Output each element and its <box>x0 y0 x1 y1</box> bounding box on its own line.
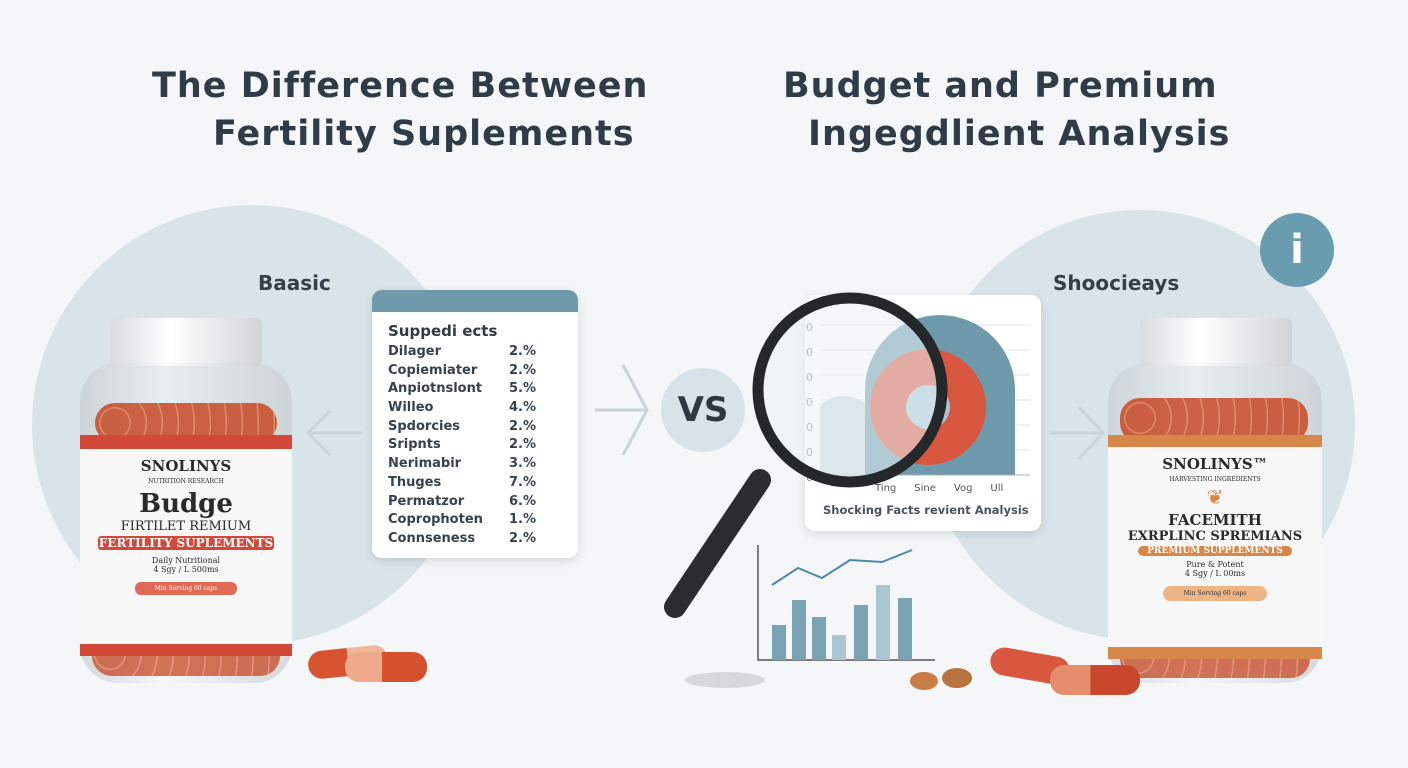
right-heading: Shoocieays <box>1053 271 1180 295</box>
product-line: EXRPLINC SPREMIANS <box>1127 529 1303 544</box>
info: Daily Nutritional <box>151 556 221 565</box>
premium-bottle: SNOLINYS™ HARVESTING INGREDIENTS ❦ FACEM… <box>1108 318 1322 683</box>
tagline: HARVESTING INGREDIENTS <box>1169 476 1261 483</box>
ingredient-name: Anpiotnslont <box>388 381 483 397</box>
x-tick: Ull <box>990 483 1004 494</box>
ingredient-name: Spdorcies <box>388 418 461 434</box>
product-line: FIRTILET REMIUM <box>120 519 252 534</box>
chevron-right-icon <box>595 364 649 456</box>
table-row: Thuges 7.% <box>372 475 578 494</box>
ingredient-name: Thuges <box>388 474 442 490</box>
magnifying-glass-icon <box>664 292 948 618</box>
ingredient-name: Copiemiater <box>388 362 478 378</box>
badge: Min Serving 60 caps <box>1163 586 1267 601</box>
x-tick: Ting <box>875 483 897 494</box>
bottle-label: SNOLINYS NUTRITION RESEARCH Budge FIRTIL… <box>80 435 292 656</box>
arrow-left-icon <box>305 409 362 457</box>
x-tick: Sine <box>914 483 936 494</box>
table-row: Dilager 2.% <box>372 344 578 363</box>
table-row: Spdorcies 2.% <box>372 419 578 438</box>
ingredient-value: 3.% <box>508 456 536 472</box>
capsule <box>345 652 427 682</box>
title-left-line1: The Difference Between <box>152 66 649 106</box>
ingredient-name: Coprophoten <box>388 512 483 528</box>
ingredient-value: 2.% <box>508 418 536 434</box>
brand: SNOLINYS™ <box>1162 455 1268 473</box>
table-row: Willeo 4.% <box>372 400 578 419</box>
analysis-caption: Shocking Facts revient Analysis <box>823 503 1029 517</box>
ingredient-value: 7.% <box>508 474 536 490</box>
dosage: 4 Sgy / L 500ms <box>153 565 219 574</box>
table-row: Permatzor 6.% <box>372 494 578 513</box>
ingredient-name: Willeo <box>388 400 434 416</box>
table-row: Nerimabir 3.% <box>372 456 578 475</box>
table-row: Coprophoten 1.% <box>372 512 578 531</box>
badge: Min Serving 60 caps <box>135 582 237 595</box>
title-right-line2: Ingegdlient Analysis <box>808 114 1231 154</box>
vs-text: VS <box>677 390 729 430</box>
ovary-icon: ❦ <box>1206 485 1224 509</box>
tagline: NUTRITION RESEARCH <box>148 478 224 485</box>
title-left-line2: Fertility Suplements <box>213 114 635 154</box>
ingredient-name: Connseness <box>388 530 476 546</box>
brand: SNOLINYS <box>140 457 232 475</box>
table-row: Anpiotnslont 5.% <box>372 381 578 400</box>
ingredients-table: Suppedi ects Dilager 2.% Copiemiater 2.% Anp… <box>372 290 578 558</box>
table-row: Copiemiater 2.% <box>372 363 578 382</box>
ingredient-value: 2.% <box>508 530 536 546</box>
ingredient-name: Dilager <box>388 344 442 359</box>
product-banner: FERTILITY SUPLEMENTS <box>98 536 274 550</box>
ingredient-value: 1.% <box>508 512 536 528</box>
info-icon: i <box>1260 213 1334 287</box>
capsule <box>942 668 972 688</box>
vs-badge: VS <box>661 368 745 452</box>
ingredient-value: 5.% <box>508 381 536 397</box>
product-name: FACEMITH <box>1168 511 1262 529</box>
left-heading: Baasic <box>258 271 331 295</box>
dosage: 4 Sgy / L 00ms <box>1184 569 1246 578</box>
ingredient-name: Sripnts <box>388 437 441 453</box>
bottle-cap <box>110 318 262 366</box>
budget-bottle: SNOLINYS NUTRITION RESEARCH Budge FIRTIL… <box>80 318 292 683</box>
ingredient-value: 2.% <box>508 437 536 453</box>
mini-bar-chart <box>757 545 935 661</box>
capsule <box>1050 665 1140 695</box>
info: Pure & Potent <box>1186 560 1244 569</box>
x-tick: Vog <box>953 483 973 494</box>
table-row: Connseness 2.% <box>372 531 578 550</box>
arrow-right-icon <box>1049 405 1106 461</box>
ingredient-value: 2.% <box>508 362 536 378</box>
product-name: Budge <box>139 489 233 519</box>
bottle-cap <box>1140 318 1292 366</box>
bottle-label: SNOLINYS™ HARVESTING INGREDIENTS ❦ FACEM… <box>1108 435 1322 659</box>
capsule <box>910 672 938 690</box>
product-banner: PREMIUM SUPPLEMENTS <box>1138 546 1292 556</box>
ingredient-value: 4.% <box>508 400 536 416</box>
title-right-line1: Budget and Premium <box>783 66 1218 106</box>
ingredient-name: Nerimabir <box>388 456 462 472</box>
table-row: Sripnts 2.% <box>372 437 578 456</box>
table-title: Suppedi ects <box>388 322 498 340</box>
ingredient-value: 6.% <box>508 493 536 509</box>
ingredient-value: 2.% <box>508 344 536 359</box>
ingredient-name: Permatzor <box>388 493 465 509</box>
